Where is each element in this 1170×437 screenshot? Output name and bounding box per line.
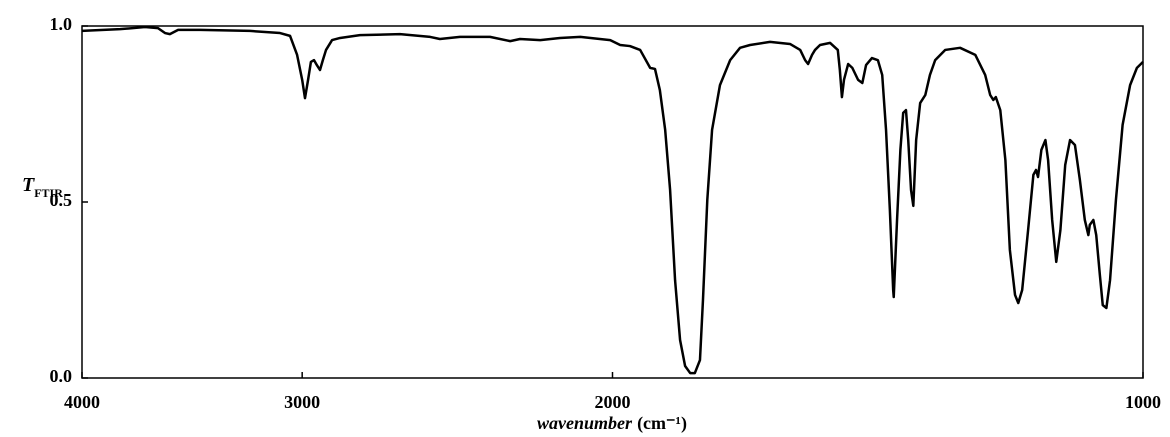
spectrum-line	[81, 25, 1144, 375]
y-tick-label: 0.5	[50, 190, 73, 210]
x-axis-label: wavenumber (cm⁻¹)	[537, 413, 687, 434]
y-label-main: T	[22, 174, 35, 196]
y-tick-label: 1.0	[50, 14, 73, 34]
x-tick-label: 1000	[1125, 392, 1161, 412]
y-label-subscript: FTIR	[34, 186, 63, 200]
y-axis-label: TFTIR	[22, 174, 63, 200]
x-tick-label: 2000	[595, 392, 631, 412]
x-tick-label: 3000	[284, 392, 320, 412]
x-tick-label: 4000	[64, 392, 100, 412]
x-label-main: wavenumber	[537, 413, 633, 433]
x-label-unit: (cm⁻¹)	[637, 413, 687, 434]
plot-frame	[81, 25, 1144, 379]
y-tick-label: 0.0	[50, 366, 73, 386]
